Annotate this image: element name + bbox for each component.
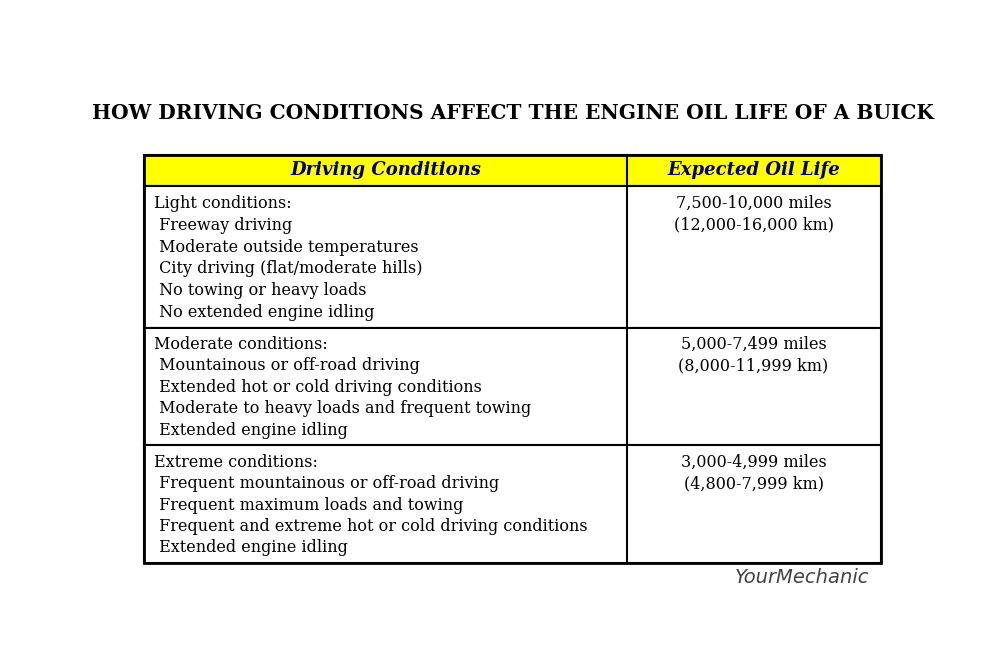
Text: Frequent and extreme hot or cold driving conditions: Frequent and extreme hot or cold driving… — [154, 518, 587, 535]
Text: Extended hot or cold driving conditions: Extended hot or cold driving conditions — [154, 379, 482, 396]
Text: Extreme conditions:: Extreme conditions: — [154, 454, 318, 471]
Bar — [144, 327, 881, 445]
Text: City driving (flat/moderate hills): City driving (flat/moderate hills) — [154, 260, 422, 277]
Text: No towing or heavy loads: No towing or heavy loads — [154, 282, 366, 299]
Text: Mountainous or off-road driving: Mountainous or off-road driving — [154, 358, 420, 374]
Text: 5,000-7,499 miles: 5,000-7,499 miles — [681, 336, 826, 353]
Text: YourMechanic: YourMechanic — [734, 568, 869, 587]
Bar — [144, 186, 881, 327]
Bar — [144, 445, 881, 563]
Text: Expected Oil Life: Expected Oil Life — [667, 161, 840, 179]
Bar — [144, 155, 881, 186]
Text: Frequent mountainous or off-road driving: Frequent mountainous or off-road driving — [154, 475, 499, 492]
Text: Light conditions:: Light conditions: — [154, 195, 291, 212]
Text: Freeway driving: Freeway driving — [154, 217, 292, 233]
Text: Extended engine idling: Extended engine idling — [154, 540, 348, 556]
Text: Driving Conditions: Driving Conditions — [290, 161, 481, 179]
Text: Moderate outside temperatures: Moderate outside temperatures — [154, 239, 418, 255]
Text: HOW DRIVING CONDITIONS AFFECT THE ENGINE OIL LIFE OF A BUICK: HOW DRIVING CONDITIONS AFFECT THE ENGINE… — [92, 103, 933, 123]
Text: Moderate to heavy loads and frequent towing: Moderate to heavy loads and frequent tow… — [154, 400, 531, 418]
Text: Frequent maximum loads and towing: Frequent maximum loads and towing — [154, 496, 463, 514]
Text: 3,000-4,999 miles: 3,000-4,999 miles — [681, 454, 826, 471]
Text: (12,000-16,000 km): (12,000-16,000 km) — [674, 217, 834, 233]
Bar — [144, 155, 881, 563]
Text: 7,500-10,000 miles: 7,500-10,000 miles — [676, 195, 831, 212]
Text: (4,800-7,999 km): (4,800-7,999 km) — [684, 475, 824, 492]
Text: Extended engine idling: Extended engine idling — [154, 422, 348, 439]
Text: No extended engine idling: No extended engine idling — [154, 304, 374, 321]
Text: (8,000-11,999 km): (8,000-11,999 km) — [678, 358, 829, 374]
Text: Moderate conditions:: Moderate conditions: — [154, 336, 327, 353]
